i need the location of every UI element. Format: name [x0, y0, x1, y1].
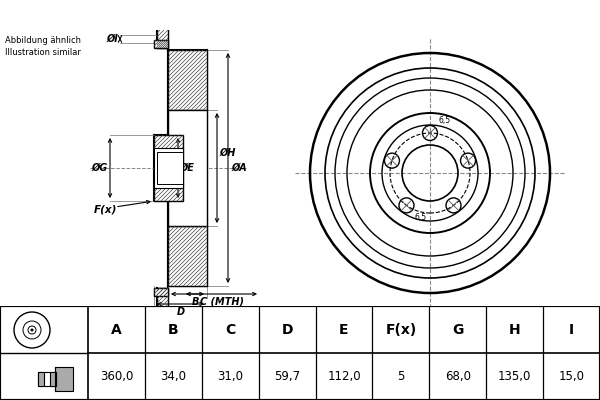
Text: 6,5: 6,5: [415, 213, 427, 222]
Text: ØH: ØH: [219, 148, 235, 158]
Text: C: C: [225, 322, 235, 336]
Bar: [168, 110, 207, 226]
Text: 59,7: 59,7: [274, 370, 300, 383]
Text: D: D: [281, 322, 293, 336]
Bar: [154, 288, 168, 296]
Bar: [157, 288, 168, 314]
Text: ØE: ØE: [179, 163, 194, 173]
Text: G: G: [452, 322, 463, 336]
Text: 135,0: 135,0: [498, 370, 532, 383]
Text: B: B: [168, 322, 179, 336]
Bar: [154, 148, 183, 188]
Text: H: H: [509, 322, 520, 336]
Text: F(x): F(x): [94, 204, 116, 214]
Text: ØI: ØI: [106, 34, 118, 44]
Bar: [38, 372, 56, 386]
Text: B: B: [191, 297, 199, 307]
Text: 68,0: 68,0: [445, 370, 471, 383]
Bar: [50, 372, 56, 386]
Bar: [154, 40, 168, 48]
Text: ØA: ØA: [231, 163, 247, 173]
Text: I: I: [569, 322, 574, 336]
Bar: [55, 367, 73, 391]
Text: 5: 5: [397, 370, 404, 383]
Text: D: D: [176, 307, 185, 317]
Text: 24.0134-0100.1   434100: 24.0134-0100.1 434100: [154, 5, 446, 25]
Bar: [168, 226, 207, 286]
Bar: [157, 152, 183, 184]
Text: 112,0: 112,0: [327, 370, 361, 383]
Text: 6,5: 6,5: [439, 116, 451, 126]
Bar: [168, 50, 207, 110]
Text: E: E: [339, 322, 349, 336]
Circle shape: [31, 328, 34, 332]
Text: 31,0: 31,0: [217, 370, 243, 383]
Text: F(x): F(x): [385, 322, 416, 336]
Text: ØG: ØG: [92, 163, 108, 173]
Bar: [38, 372, 44, 386]
Text: 34,0: 34,0: [160, 370, 187, 383]
Bar: [154, 135, 183, 201]
Text: Abbildung ähnlich
Illustration similar: Abbildung ähnlich Illustration similar: [5, 36, 81, 57]
Text: A: A: [111, 322, 122, 336]
Text: 360,0: 360,0: [100, 370, 133, 383]
Text: 15,0: 15,0: [559, 370, 584, 383]
Bar: [157, 22, 168, 48]
Text: C (MTH): C (MTH): [200, 297, 244, 307]
